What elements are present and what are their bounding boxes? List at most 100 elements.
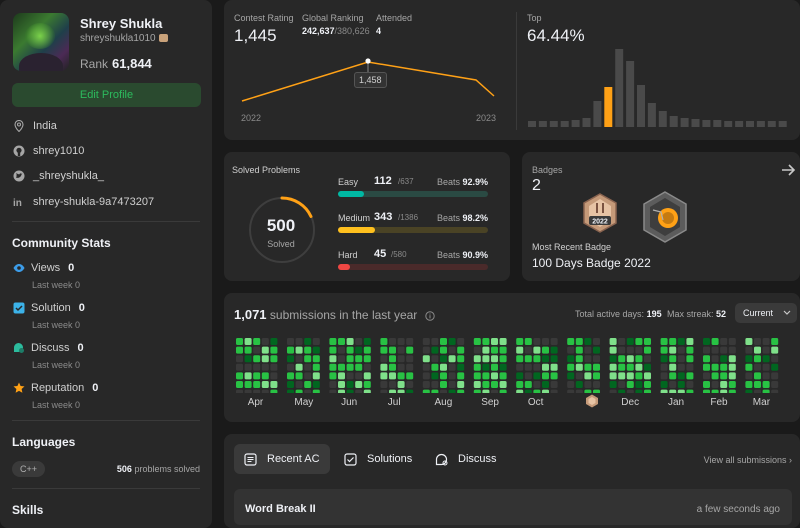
heatmap-cell[interactable]	[491, 389, 498, 393]
heatmap-cell[interactable]	[720, 355, 728, 363]
heatmap-cell[interactable]	[431, 381, 439, 388]
heatmap-cell[interactable]	[524, 372, 532, 380]
heatmap-cell[interactable]	[754, 363, 761, 371]
heatmap-cell[interactable]	[516, 372, 524, 380]
heatmap-cell[interactable]	[406, 389, 414, 393]
heatmap-cell[interactable]	[244, 381, 252, 388]
heatmap-cell[interactable]	[745, 381, 753, 388]
heatmap-cell[interactable]	[338, 355, 345, 363]
heatmap-cell[interactable]	[499, 338, 507, 345]
heatmap-cell[interactable]	[448, 363, 456, 371]
heatmap-cell[interactable]	[499, 389, 507, 393]
heatmap-cell[interactable]	[253, 389, 261, 393]
heatmap-cell[interactable]	[431, 372, 439, 380]
heatmap-cell[interactable]	[338, 338, 345, 345]
heatmap-cell[interactable]	[575, 389, 583, 393]
avatar[interactable]	[13, 13, 69, 71]
heatmap-cell[interactable]	[329, 381, 337, 388]
heatmap-cell[interactable]	[660, 346, 668, 354]
heatmap-cell[interactable]	[406, 338, 414, 345]
heatmap-cell[interactable]	[244, 372, 252, 380]
heatmap-cell[interactable]	[422, 363, 430, 371]
tab-recent-ac[interactable]: Recent AC	[234, 444, 330, 474]
rating-point-marker[interactable]	[365, 58, 371, 64]
heatmap-cell[interactable]	[287, 372, 294, 380]
heatmap-cell[interactable]	[609, 338, 617, 345]
heatmap-cell[interactable]	[618, 381, 626, 388]
heatmap-cell[interactable]	[703, 372, 710, 380]
heatmap-cell[interactable]	[312, 381, 320, 388]
heatmap-cell[interactable]	[626, 381, 634, 388]
heatmap-cell[interactable]	[346, 389, 354, 393]
heatmap-cell[interactable]	[575, 372, 583, 380]
heatmap-cell[interactable]	[609, 355, 617, 363]
heatmap-cell[interactable]	[448, 338, 456, 345]
heatmap-cell[interactable]	[457, 389, 465, 393]
heatmap-cell[interactable]	[338, 363, 345, 371]
heatmap-cell[interactable]	[635, 346, 643, 354]
heatmap-cell[interactable]	[711, 355, 719, 363]
heatmap-cell[interactable]	[295, 363, 303, 371]
heatmap-cell[interactable]	[575, 381, 583, 388]
heatmap-cell[interactable]	[457, 355, 465, 363]
tab-discuss[interactable]: Discuss	[425, 444, 507, 474]
heatmap-cell[interactable]	[618, 346, 626, 354]
heatmap-cell[interactable]	[593, 346, 600, 354]
heatmap-cell[interactable]	[711, 346, 719, 354]
heatmap-cell[interactable]	[660, 363, 668, 371]
heatmap-cell[interactable]	[745, 346, 753, 354]
heatmap-cell[interactable]	[635, 389, 643, 393]
heatmap-cell[interactable]	[422, 346, 430, 354]
heatmap-cell[interactable]	[728, 363, 736, 371]
heatmap-cell[interactable]	[524, 355, 532, 363]
heatmap-cell[interactable]	[295, 389, 303, 393]
heatmap-cell[interactable]	[762, 338, 770, 345]
heatmap-cell[interactable]	[711, 389, 719, 393]
heatmap-cell[interactable]	[542, 381, 549, 388]
heatmap-cell[interactable]	[406, 372, 414, 380]
heatmap-cell[interactable]	[261, 381, 269, 388]
heatmap-cell[interactable]	[431, 389, 439, 393]
heatmap-cell[interactable]	[762, 363, 770, 371]
heatmap-cell[interactable]	[448, 381, 456, 388]
heatmap-cell[interactable]	[728, 389, 736, 393]
heatmap-cell[interactable]	[338, 381, 345, 388]
heatmap-cell[interactable]	[457, 346, 465, 354]
twitter-row[interactable]: _shreyshukla_	[13, 170, 104, 182]
heatmap-cell[interactable]	[626, 346, 634, 354]
heatmap-cell[interactable]	[745, 363, 753, 371]
heatmap-cell[interactable]	[754, 381, 761, 388]
heatmap-cell[interactable]	[550, 355, 558, 363]
heatmap-cell[interactable]	[304, 363, 312, 371]
heatmap-cell[interactable]	[711, 338, 719, 345]
heatmap-cell[interactable]	[295, 372, 303, 380]
heatmap-cell[interactable]	[584, 338, 592, 345]
heatmap-cell[interactable]	[287, 346, 294, 354]
heatmap-cell[interactable]	[448, 372, 456, 380]
heatmap-cell[interactable]	[261, 389, 269, 393]
heatmap-cell[interactable]	[584, 381, 592, 388]
heatmap-cell[interactable]	[533, 346, 541, 354]
heatmap-cell[interactable]	[473, 381, 481, 388]
heatmap-cell[interactable]	[550, 381, 558, 388]
heatmap-cell[interactable]	[287, 381, 294, 388]
heatmap-cell[interactable]	[338, 346, 345, 354]
heatmap-cell[interactable]	[542, 363, 549, 371]
heatmap-cell[interactable]	[295, 346, 303, 354]
heatmap-cell[interactable]	[363, 338, 371, 345]
heatmap-cell[interactable]	[295, 338, 303, 345]
heatmap-cell[interactable]	[516, 381, 524, 388]
heatmap-cell[interactable]	[482, 372, 490, 380]
heatmap-cell[interactable]	[491, 355, 498, 363]
heatmap-cell[interactable]	[295, 355, 303, 363]
heatmap-cell[interactable]	[609, 372, 617, 380]
heatmap-cell[interactable]	[431, 346, 439, 354]
heatmap-cell[interactable]	[567, 346, 575, 354]
heatmap-cell[interactable]	[380, 355, 388, 363]
heatmap-cell[interactable]	[542, 389, 549, 393]
heatmap-cell[interactable]	[261, 372, 269, 380]
heatmap-cell[interactable]	[635, 363, 643, 371]
heatmap-cell[interactable]	[686, 363, 694, 371]
heatmap-cell[interactable]	[431, 338, 439, 345]
heatmap-cell[interactable]	[567, 381, 575, 388]
